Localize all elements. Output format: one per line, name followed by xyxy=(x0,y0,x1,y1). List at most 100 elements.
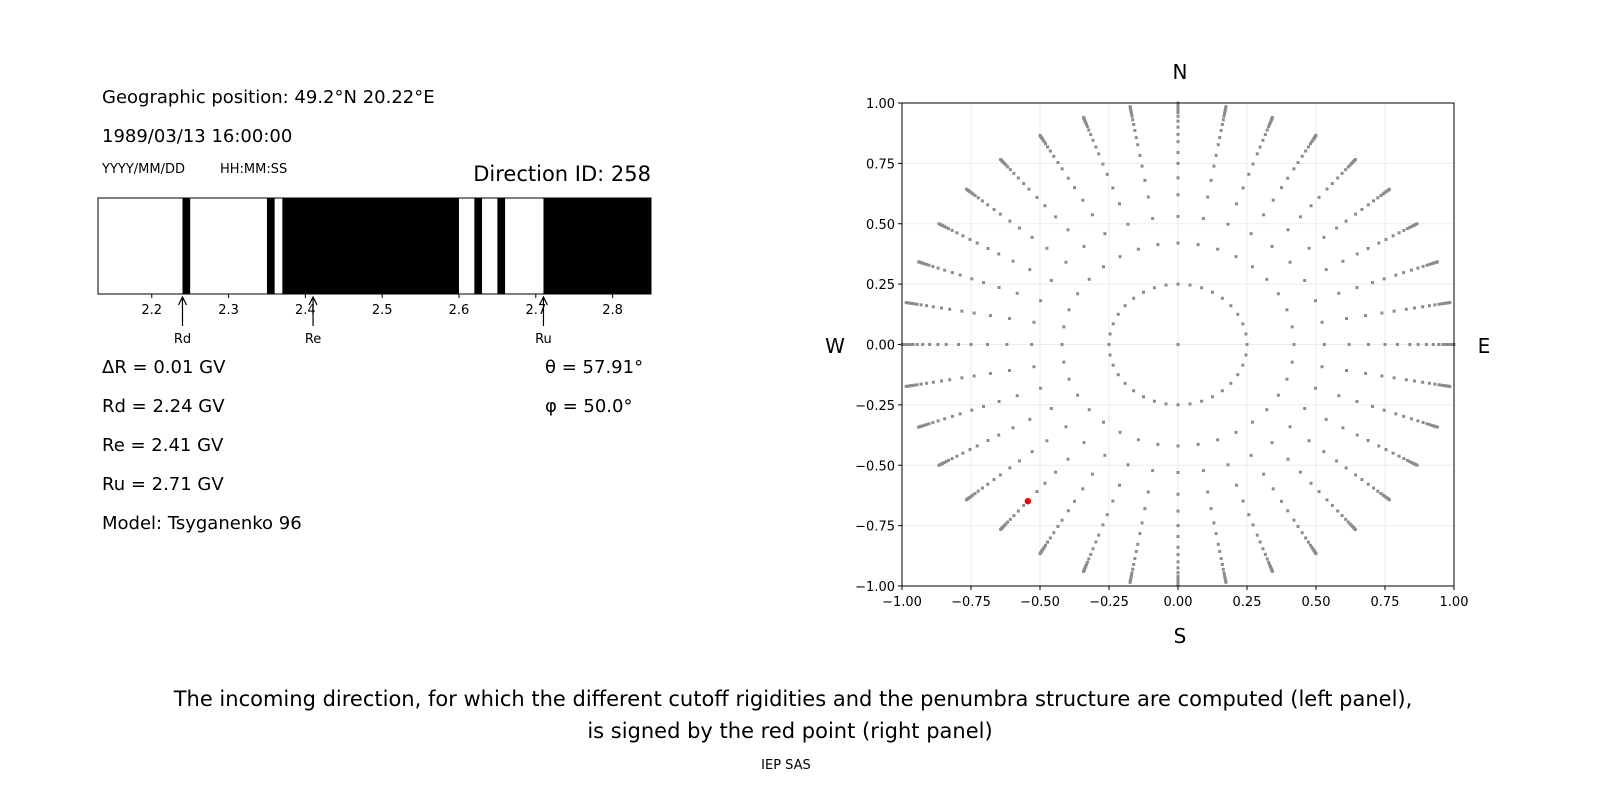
scatter-point xyxy=(1346,520,1350,524)
scatter-point xyxy=(1222,571,1226,575)
scatter-point xyxy=(1054,215,1058,219)
arrow-head-icon xyxy=(177,295,188,306)
scatter-point xyxy=(1146,195,1150,199)
scatter-point xyxy=(1152,286,1156,290)
scatter-point xyxy=(1355,399,1359,403)
y-tick-label: −1.00 xyxy=(855,580,895,595)
scatter-point xyxy=(1081,198,1085,202)
scatter-point xyxy=(1005,343,1009,346)
scatter-point xyxy=(1176,161,1180,165)
scatter-point xyxy=(1325,498,1329,502)
scatter-point xyxy=(1012,171,1016,175)
scatter-point xyxy=(936,419,940,423)
scatter-point xyxy=(1270,569,1274,573)
scatter-point xyxy=(1384,448,1388,452)
scatter-point xyxy=(1136,143,1140,147)
scatter-point xyxy=(1263,552,1267,556)
scatter-point xyxy=(1402,457,1406,461)
x-tick-label: 2.7 xyxy=(525,303,546,318)
caption-line-2: is signed by the red point (right panel) xyxy=(587,719,992,743)
scatter-point xyxy=(1366,203,1370,207)
scatter-point xyxy=(1377,444,1381,448)
scatter-point xyxy=(1234,255,1238,259)
scatter-point xyxy=(931,305,935,309)
scatter-point xyxy=(1271,487,1275,491)
scatter-point xyxy=(1039,299,1043,303)
scatter-point xyxy=(1251,265,1255,269)
scatter-point xyxy=(1108,353,1112,357)
scatter-point xyxy=(1415,222,1419,226)
y-tick-label: −0.75 xyxy=(855,520,895,535)
scatter-point xyxy=(1076,393,1080,397)
scatter-point xyxy=(1337,394,1341,398)
scatter-point xyxy=(922,262,926,266)
scatter-point xyxy=(931,421,935,425)
scatter-point xyxy=(988,371,992,375)
scatter-point xyxy=(1091,547,1095,551)
scatter-point xyxy=(1345,369,1349,373)
scatter-point xyxy=(1011,259,1015,263)
scatter-point xyxy=(1223,110,1227,114)
scatter-point xyxy=(1101,162,1105,166)
x-tick-label: −1.00 xyxy=(882,595,922,610)
y-tick-label: 0.00 xyxy=(866,339,895,354)
scatter-point xyxy=(1206,490,1210,494)
scatter-point xyxy=(1212,521,1216,525)
scatter-point xyxy=(1397,454,1401,458)
scatter-point xyxy=(1089,133,1093,137)
scatter-point xyxy=(972,311,976,315)
scatter-point xyxy=(1015,394,1019,398)
scatter-point xyxy=(1116,373,1120,377)
scatter-point xyxy=(950,457,954,461)
scatter-point xyxy=(1226,463,1230,467)
scatter-point xyxy=(1084,121,1088,125)
scatter-point xyxy=(1437,302,1441,306)
scatter-point xyxy=(1131,567,1135,571)
scatter-point xyxy=(950,271,954,275)
scatter-point xyxy=(968,237,972,241)
scatter-point xyxy=(1206,195,1210,199)
scatter-point xyxy=(986,482,990,486)
scatter-point xyxy=(1138,153,1142,157)
scatter-point xyxy=(1292,518,1296,522)
scatter-point xyxy=(1416,343,1420,346)
x-tick-label: 2.5 xyxy=(372,303,393,318)
scatter-point xyxy=(1309,481,1313,485)
credit: IEP SAS xyxy=(761,758,811,773)
scatter-point xyxy=(924,262,928,266)
scatter-point xyxy=(1035,195,1039,199)
scatter-point xyxy=(1103,232,1107,236)
scatter-point xyxy=(957,343,961,346)
scatter-point xyxy=(1409,268,1413,272)
scatter-point xyxy=(1341,426,1345,430)
caption-line-1: The incoming direction, for which the di… xyxy=(173,687,1413,711)
scatter-point xyxy=(1211,395,1214,399)
scatter-point xyxy=(1431,343,1435,346)
scatter-point xyxy=(948,378,952,382)
scatter-point xyxy=(1067,308,1071,312)
scatter-point xyxy=(1366,247,1370,251)
scatter-point xyxy=(944,343,948,346)
scatter-point xyxy=(1336,176,1340,180)
scatter-point xyxy=(1111,499,1115,503)
scatter-point xyxy=(1136,438,1140,442)
scatter-point xyxy=(1016,176,1020,180)
scatter-point xyxy=(943,417,947,421)
scatter-point xyxy=(917,425,921,429)
x-tick-label: −0.50 xyxy=(1020,595,1060,610)
scatter-point xyxy=(1313,299,1317,303)
south-label: S xyxy=(1174,624,1187,648)
scatter-point xyxy=(1408,343,1412,346)
y-tick-label: −0.25 xyxy=(855,399,895,414)
scatter-point xyxy=(997,252,1001,256)
scatter-point xyxy=(1196,243,1200,247)
scatter-point xyxy=(1090,472,1094,476)
scatter-point xyxy=(1223,575,1227,579)
marker-label-ru: Ru xyxy=(535,332,552,347)
scatter-point xyxy=(992,207,996,211)
x-tick-label: 0.00 xyxy=(1164,595,1193,610)
scatter-point xyxy=(1416,419,1420,423)
east-label: E xyxy=(1478,334,1491,358)
scatter-point xyxy=(986,247,990,251)
selected-direction-point xyxy=(1024,498,1032,505)
